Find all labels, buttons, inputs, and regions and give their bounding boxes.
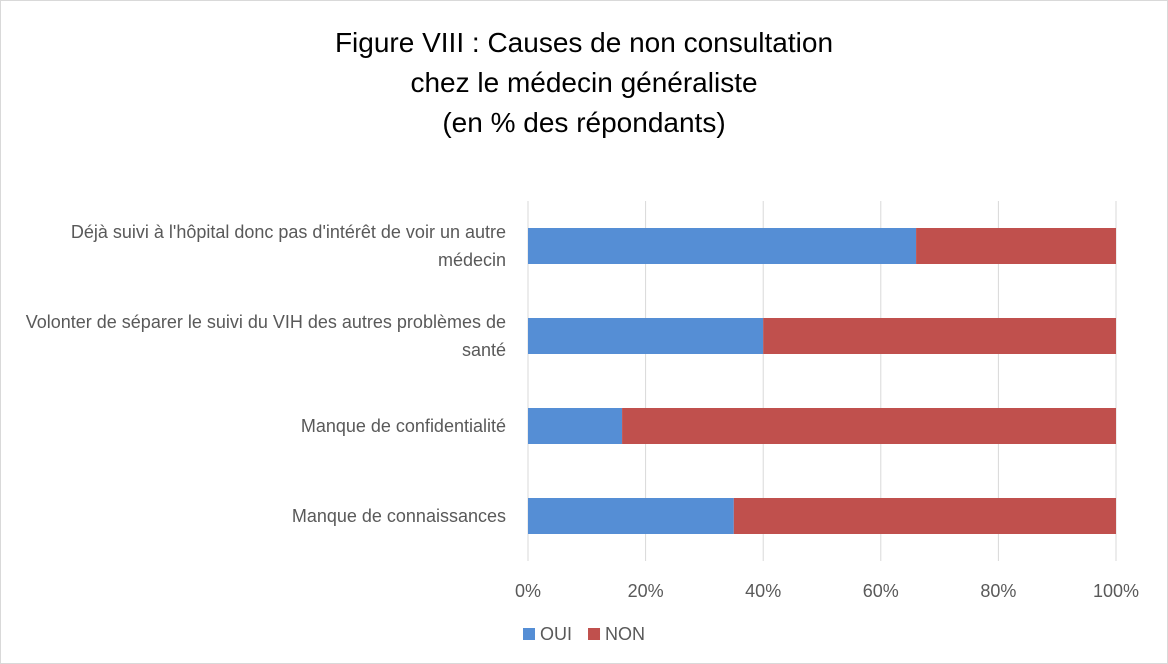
bar-segment [622,408,1116,444]
y-tick-label: Manque de connaissances [291,506,506,526]
x-tick-label: 40% [745,581,781,601]
chart-title: Figure VIII : Causes de non consultation… [334,27,834,138]
bar-segment [528,408,623,444]
bar-segment [733,498,1116,534]
bar-segment [916,228,1116,264]
bar-segment [763,318,1116,354]
y-tick-label: Volonter de séparer le suivi du VIH des … [25,312,506,360]
x-tick-label: 20% [628,581,664,601]
y-tick-label: Manque de confidentialité [300,416,506,436]
legend-label: OUI [540,624,572,644]
x-tick-label: 100% [1093,581,1139,601]
bar-segment [528,228,917,264]
legend-swatch [588,628,601,640]
x-tick-label: 60% [863,581,899,601]
x-tick-label: 80% [980,581,1016,601]
legend-swatch [523,628,535,640]
bar-segment [528,498,734,534]
y-tick-label: Déjà suivi à l'hôpital donc pas d'intérê… [70,222,506,270]
legend-label: NON [605,624,645,644]
bar-segment [528,318,764,354]
x-tick-label: 0% [515,581,541,601]
